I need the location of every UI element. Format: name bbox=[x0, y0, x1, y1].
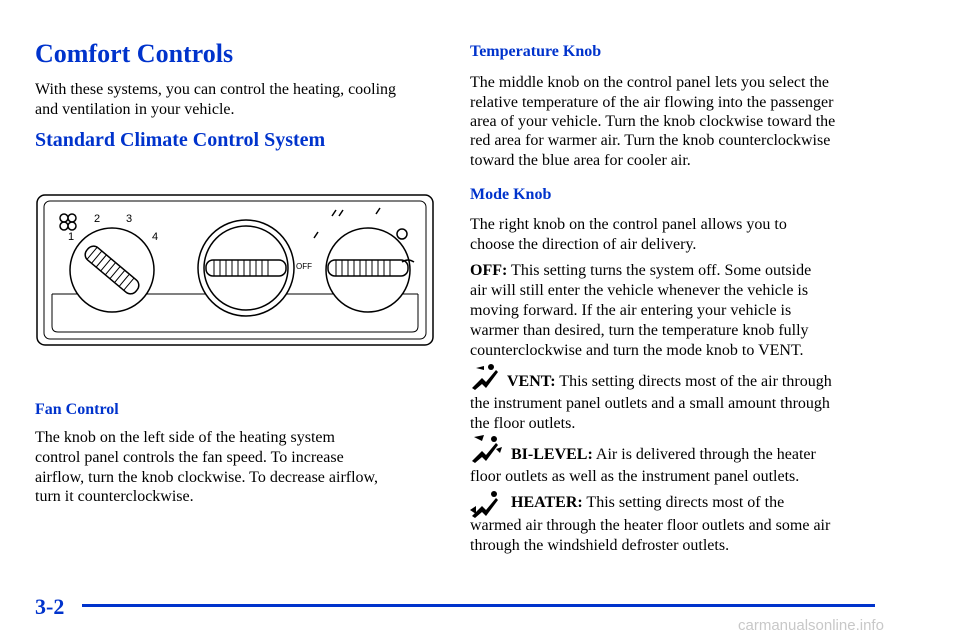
text-line: The knob on the left side of the heating… bbox=[35, 429, 335, 446]
text-line: relative temperature of the air flowing … bbox=[470, 94, 834, 111]
title: Comfort Controls bbox=[35, 39, 234, 68]
text: Air is delivered through the heater bbox=[592, 446, 816, 463]
term: VENT: bbox=[507, 373, 556, 390]
subheading: Temperature Knob bbox=[470, 43, 602, 60]
text-line: HEATER: This setting directs most of the bbox=[511, 493, 784, 513]
dial-label: 4 bbox=[152, 231, 158, 243]
heater-icon bbox=[470, 491, 498, 518]
text-line: toward the blue area for cooler air. bbox=[470, 152, 691, 169]
text-line: airflow, turn the knob clockwise. To dec… bbox=[35, 469, 379, 486]
subheading: Fan Control bbox=[35, 401, 119, 418]
text-line: floor outlets as well as the instrument … bbox=[470, 468, 800, 485]
dial-label: 1 bbox=[68, 231, 74, 243]
text-line: the floor outlets. bbox=[470, 415, 576, 432]
dial-label: 3 bbox=[126, 213, 132, 225]
control-panel-diagram: 1 2 3 4 OFF bbox=[36, 194, 434, 346]
text: This setting directs most of the bbox=[582, 494, 785, 511]
section-heading: Standard Climate Control System bbox=[35, 129, 326, 151]
text-line: and ventilation in your vehicle. bbox=[35, 101, 235, 118]
text: This setting directs most of the air thr… bbox=[555, 373, 832, 390]
text-line: The right knob on the control panel allo… bbox=[470, 216, 787, 233]
term: BI-LEVEL: bbox=[511, 446, 593, 463]
vent-icon bbox=[472, 364, 498, 390]
bilevel-icon bbox=[472, 435, 502, 463]
page-number: 3-2 bbox=[35, 594, 65, 619]
watermark: carmanualsonline.info bbox=[738, 617, 884, 634]
term: OFF: bbox=[470, 262, 508, 279]
text-line: choose the direction of air delivery. bbox=[470, 236, 697, 253]
text-line: BI-LEVEL: Air is delivered through the h… bbox=[511, 445, 816, 465]
text-line: red area for warmer air. Turn the knob c… bbox=[470, 132, 831, 149]
text-line: VENT: This setting directs most of the a… bbox=[507, 372, 832, 392]
text-line: through the windshield defroster outlets… bbox=[470, 537, 730, 554]
text-line: OFF: This setting turns the system off. … bbox=[470, 261, 811, 281]
subheading: Mode Knob bbox=[470, 186, 552, 203]
dial-label: OFF bbox=[296, 262, 312, 271]
text-line: turn it counterclockwise. bbox=[35, 488, 194, 505]
text-line: warmer than desired, turn the temperatur… bbox=[470, 322, 809, 339]
footer-rule bbox=[82, 604, 875, 607]
text-line: With these systems, you can control the … bbox=[35, 81, 397, 98]
dial-label: 2 bbox=[94, 213, 100, 225]
text: This setting turns the system off. Some … bbox=[507, 262, 812, 279]
text-line: warmed air through the heater floor outl… bbox=[470, 517, 831, 534]
text-line: The middle knob on the control panel let… bbox=[470, 74, 830, 91]
text-line: area of your vehicle. Turn the knob cloc… bbox=[470, 113, 836, 130]
text-line: moving forward. If the air entering your… bbox=[470, 302, 792, 319]
text-line: counterclockwise and turn the mode knob … bbox=[470, 342, 804, 359]
text-line: air will still enter the vehicle wheneve… bbox=[470, 282, 809, 299]
text-line: the instrument panel outlets and a small… bbox=[470, 395, 830, 412]
term: HEATER: bbox=[511, 494, 583, 511]
text-line: control panel controls the fan speed. To… bbox=[35, 449, 344, 466]
